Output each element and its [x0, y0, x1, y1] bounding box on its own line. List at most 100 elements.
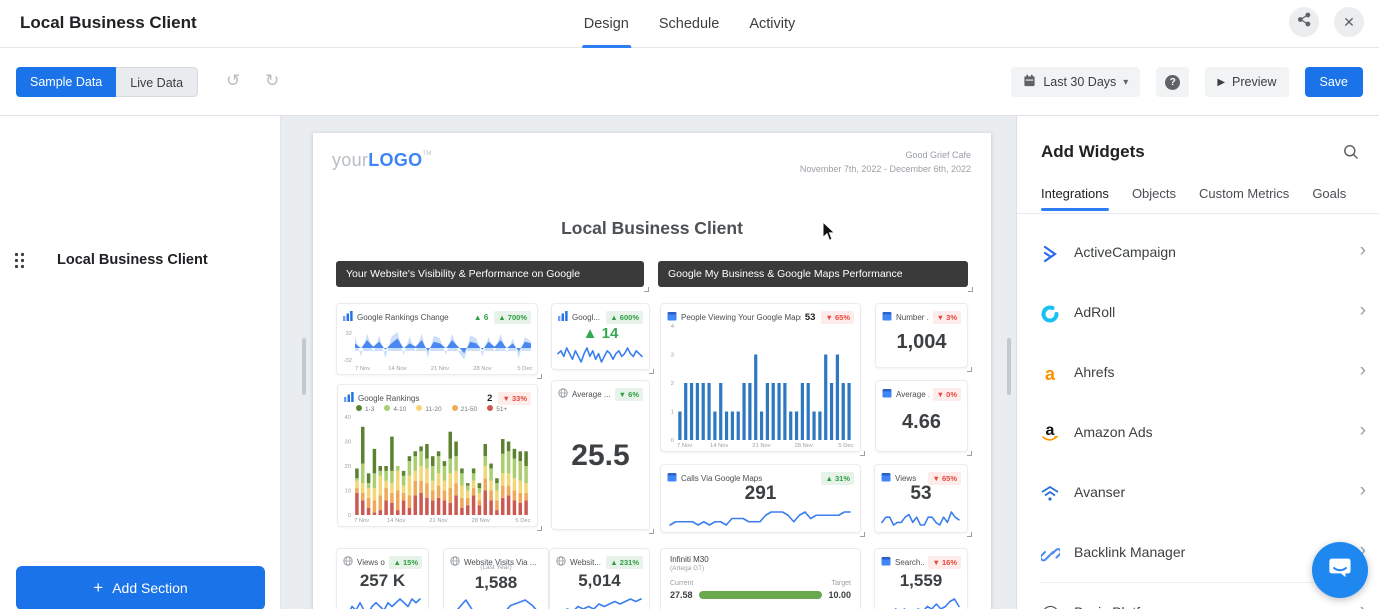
- search-icon[interactable]: [1343, 144, 1359, 165]
- svg-text:7 Nov: 7 Nov: [677, 443, 692, 449]
- svg-text:21 Nov: 21 Nov: [429, 518, 447, 524]
- widget-website-visits-last-year[interactable]: Website Visits Via ... (Last Year) 1,588: [443, 548, 549, 609]
- widget-average-rating[interactable]: Average ... ▼ 0% 4.66: [875, 380, 972, 456]
- tab-custom-metrics[interactable]: Custom Metrics: [1199, 186, 1290, 201]
- widget-goal-infiniti[interactable]: Infiniti M30 (Artega GT) Current Target …: [660, 548, 861, 609]
- redo-button[interactable]: ↻: [265, 70, 279, 92]
- chevron-right-icon: ›: [1359, 300, 1366, 321]
- svg-text:21 Nov: 21 Nov: [752, 443, 770, 449]
- svg-text:30: 30: [345, 440, 351, 446]
- widget-search[interactable]: Search... ▼ 16% 1,559: [874, 548, 968, 609]
- tab-design[interactable]: Design: [581, 0, 632, 48]
- widget-badge: ▲ 700%: [494, 310, 531, 324]
- integration-adroll[interactable]: AdRoll ›: [1017, 283, 1379, 343]
- widget-number[interactable]: Number ... ▼ 3% 1,004: [875, 303, 972, 372]
- chart: 7 Nov 14 Nov 21 Nov 28 Nov 5 Dec 40 30 20 10 0: [342, 415, 531, 524]
- add-section-button[interactable]: + Add Section: [16, 566, 265, 609]
- share-button[interactable]: [1289, 7, 1319, 37]
- widget-google-small[interactable]: Googl... ▲ 600% ▲ 14: [551, 303, 654, 374]
- widget-average-position[interactable]: Average ... ▼ 6% 25.5: [551, 380, 654, 534]
- widget-google-rankings-change[interactable]: Google Rankings Change ▲ 6 ▲ 700% 7 Nov 1…: [336, 303, 542, 379]
- section-list-item-title[interactable]: Local Business Client: [57, 252, 208, 268]
- undo-button[interactable]: ↺: [226, 70, 240, 92]
- chart: [557, 344, 644, 365]
- legend-item: 51+: [487, 405, 507, 413]
- tab-objects[interactable]: Objects: [1131, 186, 1177, 201]
- integration-avanser[interactable]: Avanser ›: [1017, 463, 1379, 523]
- legend-item: 4-10: [384, 405, 406, 413]
- widget-title: Website Visits Via ...: [464, 557, 537, 567]
- chart: [343, 595, 422, 609]
- app-header: Local Business Client Design Schedule Ac…: [0, 0, 1379, 48]
- svg-text:5 Dec: 5 Dec: [515, 518, 530, 524]
- add-widgets-panel: Add Widgets Integrations Objects Custom …: [1016, 116, 1379, 609]
- date-range-button[interactable]: Last 30 Days ▾: [1011, 67, 1141, 97]
- widget-calls-via-maps[interactable]: Calls Via Google Maps ▲ 31% 291: [660, 464, 865, 537]
- tab-integrations[interactable]: Integrations: [1041, 186, 1109, 211]
- goal-subtitle: (Artega GT): [670, 565, 705, 572]
- svg-text:40: 40: [345, 415, 351, 421]
- goal-labels: Current Target: [670, 580, 851, 587]
- widget-title: Googl...: [572, 312, 601, 322]
- bar-chart-icon: [558, 308, 568, 326]
- widget-google-rankings[interactable]: Google Rankings 2 ▼ 33% 1-3 4-10 11-20 2…: [337, 384, 542, 531]
- gmb-icon: [882, 385, 892, 403]
- widget-title: Average ...: [896, 389, 929, 399]
- integration-label: Amazon Ads: [1074, 424, 1153, 440]
- integration-label: AdRoll: [1074, 304, 1116, 320]
- svg-text:7 Nov: 7 Nov: [354, 518, 369, 524]
- drag-handle-icon[interactable]: [14, 252, 25, 274]
- amazon-ads-icon: a: [1039, 423, 1061, 445]
- legend-item: 1-3: [356, 405, 374, 413]
- help-button[interactable]: ?: [1156, 67, 1190, 97]
- widget-views-organic[interactable]: Views o... ▲ 15% 257 K: [336, 548, 429, 609]
- svg-text:14 Nov: 14 Nov: [387, 518, 405, 524]
- integration-label: Ahrefs: [1074, 364, 1115, 380]
- svg-text:1: 1: [671, 410, 674, 416]
- svg-text:4: 4: [671, 324, 675, 330]
- tab-schedule[interactable]: Schedule: [658, 16, 720, 32]
- design-canvas: yourLOGOTM Good Grief Cafe November 7th,…: [281, 116, 1016, 609]
- chat-launcher-button[interactable]: [1312, 542, 1368, 598]
- tab-activity[interactable]: Activity: [749, 16, 796, 32]
- live-data-button[interactable]: Live Data: [116, 67, 199, 97]
- section-header-gmb[interactable]: Google My Business & Google Maps Perform…: [658, 261, 973, 292]
- integration-amazon-ads[interactable]: a Amazon Ads ›: [1017, 403, 1379, 463]
- widget-badge: ▼ 16%: [928, 555, 961, 569]
- preview-label: Preview: [1232, 75, 1277, 89]
- widget-title: Google Rankings: [358, 393, 420, 403]
- goal-current-label: Current: [670, 580, 694, 587]
- close-button[interactable]: ✕: [1334, 7, 1364, 37]
- section-header-website[interactable]: Your Website's Visibility & Performance …: [336, 261, 649, 292]
- canvas-scrollbar-right[interactable]: [1007, 338, 1011, 395]
- goal-progress-bar: [698, 591, 823, 599]
- svg-text:7 Nov: 7 Nov: [355, 366, 370, 372]
- sample-data-button[interactable]: Sample Data: [16, 67, 117, 97]
- preview-button[interactable]: ▶ Preview: [1205, 67, 1289, 97]
- widget-views[interactable]: Views ▼ 65% 53: [874, 464, 972, 537]
- save-button[interactable]: Save: [1304, 67, 1363, 97]
- chevron-right-icon: ›: [1360, 600, 1366, 609]
- integration-ahrefs[interactable]: a Ahrefs ›: [1017, 343, 1379, 403]
- widget-website-metric[interactable]: Websit... ▲ 231% 5,014: [549, 548, 650, 609]
- gmb-icon: [881, 553, 891, 571]
- adroll-icon: [1039, 303, 1061, 325]
- integration-activecampaign[interactable]: ActiveCampaign ›: [1017, 223, 1379, 283]
- canvas-scrollbar-left[interactable]: [302, 338, 306, 395]
- integration-backlink-manager[interactable]: Backlink Manager ›: [1017, 523, 1379, 583]
- widget-maps-listing-views[interactable]: People Viewing Your Google Maps List... …: [660, 303, 865, 456]
- widget-big-value: 53: [910, 483, 932, 504]
- chevron-right-icon: ›: [1359, 360, 1366, 381]
- widget-badge: ▲ 600%: [606, 310, 643, 324]
- page-title: Local Business Client: [20, 13, 197, 32]
- toolbar: Sample Data Live Data ↺ ↻ Last 30 Days ▾…: [0, 48, 1379, 116]
- widget-big-value: 4.66: [902, 411, 941, 433]
- bar-chart-icon: [344, 389, 354, 407]
- link-icon: [1039, 543, 1061, 565]
- legend-item: 11-20: [416, 405, 442, 413]
- gmb-icon: [882, 308, 892, 326]
- bar-chart-icon: [343, 308, 353, 326]
- chat-bubble-icon: [1327, 555, 1353, 586]
- logo-main: LOGO: [368, 150, 423, 170]
- tab-goals[interactable]: Goals: [1312, 186, 1347, 201]
